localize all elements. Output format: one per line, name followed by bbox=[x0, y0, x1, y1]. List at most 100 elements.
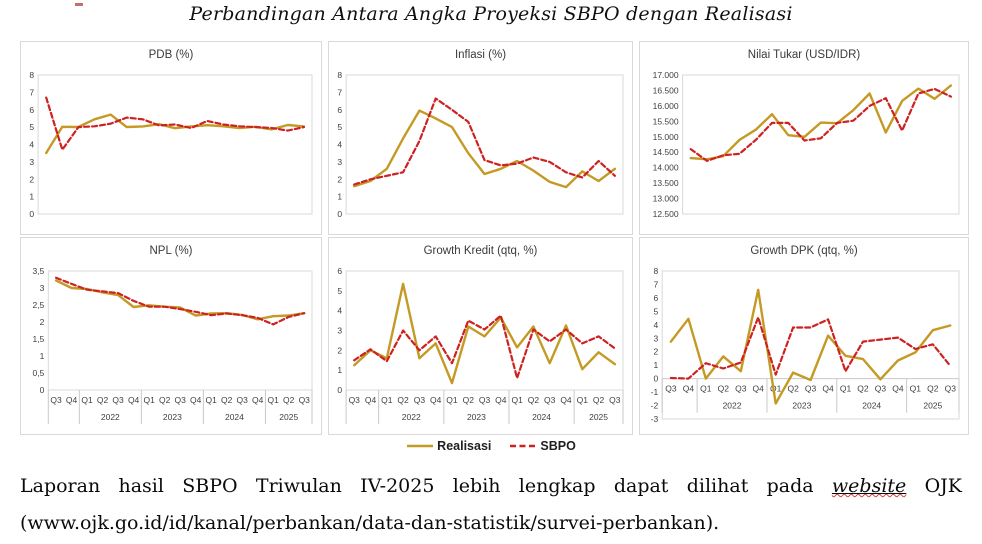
svg-text:Q1: Q1 bbox=[840, 384, 852, 394]
sbpo-line-swatch bbox=[510, 444, 537, 448]
inflasi-chart-title: Inflasi (%) bbox=[454, 49, 507, 61]
growth-dpk-chart-title: Growth DPK (qtq, %) bbox=[750, 245, 858, 257]
svg-text:3: 3 bbox=[29, 157, 34, 167]
svg-text:Q1: Q1 bbox=[700, 384, 712, 394]
svg-text:6: 6 bbox=[29, 105, 34, 115]
footer-line-2: (www.ojk.go.id/id/kanal/perbankan/data-d… bbox=[20, 512, 720, 534]
svg-text:0: 0 bbox=[29, 209, 34, 219]
svg-text:8: 8 bbox=[337, 70, 342, 80]
svg-text:Q2: Q2 bbox=[857, 384, 869, 394]
svg-text:0: 0 bbox=[653, 374, 658, 384]
svg-text:5: 5 bbox=[337, 286, 342, 296]
svg-text:4: 4 bbox=[29, 140, 34, 150]
svg-text:Q4: Q4 bbox=[753, 384, 765, 394]
svg-text:1: 1 bbox=[337, 192, 342, 202]
svg-text:6: 6 bbox=[337, 266, 342, 276]
svg-text:12.500: 12.500 bbox=[653, 209, 679, 219]
chart-panel-growth-kredit: 0 1 2 3 4 5 6 Q3 Q4 Q1 Q2 Q3 Q4 Q1 Q2 Q3 Q4 Q1 Q2 Q3 Q4 Q1 Q2 Q… bbox=[328, 237, 633, 435]
svg-text:16.000: 16.000 bbox=[653, 101, 679, 111]
svg-text:16.500: 16.500 bbox=[653, 85, 679, 95]
svg-text:Q1: Q1 bbox=[143, 395, 155, 405]
svg-text:17.000: 17.000 bbox=[653, 70, 679, 80]
inflasi-chart-plot: 0 1 2 3 4 5 6 7 8 bbox=[337, 70, 624, 219]
svg-text:8: 8 bbox=[653, 266, 658, 276]
svg-text:2: 2 bbox=[337, 174, 342, 184]
chart-legend: Realisasi SBPO bbox=[0, 439, 982, 453]
svg-text:Q4: Q4 bbox=[252, 395, 264, 405]
growth-kredit-chart-plot: 0 1 2 3 4 5 6 Q3 Q4 Q1 Q2 Q3 Q4 Q1 Q2 Q3 Q4 Q1 Q2 Q3 Q4 Q1 Q2 Q… bbox=[337, 266, 624, 424]
chart-panel-npl: 0 0,5 1 1,5 2 2,5 3 3,5 Q3 Q4 Q1 Q2 Q3 Q4 Q1 Q2 Q3 Q4 Q1 Q2… bbox=[20, 237, 322, 435]
cropped-page-artifact bbox=[75, 3, 83, 6]
page-title: Perbandingan Antara Angka Proyeksi SBPO … bbox=[189, 3, 793, 25]
svg-text:3: 3 bbox=[337, 157, 342, 167]
svg-text:14.000: 14.000 bbox=[653, 163, 679, 173]
svg-text:5: 5 bbox=[653, 306, 658, 316]
svg-text:Q4: Q4 bbox=[365, 395, 377, 405]
chart-panel-growth-dpk: -3 -2 -1 0 1 2 3 4 5 6 7 8 Q3 Q4 Q1 Q2 Q3 Q4 Q1 Q2 Q3 Q4 Q1 Q2 Q… bbox=[639, 237, 969, 435]
svg-text:Q1: Q1 bbox=[206, 395, 218, 405]
svg-text:15.500: 15.500 bbox=[653, 116, 679, 126]
svg-text:2022: 2022 bbox=[723, 401, 742, 411]
svg-text:1: 1 bbox=[337, 365, 342, 375]
nilai-tukar-chart-title: Nilai Tukar (USD/IDR) bbox=[747, 49, 861, 61]
svg-text:3: 3 bbox=[337, 326, 342, 336]
svg-text:0: 0 bbox=[337, 385, 342, 395]
legend-item-sbpo: SBPO bbox=[509, 439, 576, 453]
svg-text:2023: 2023 bbox=[792, 401, 811, 411]
svg-text:3: 3 bbox=[653, 333, 658, 343]
svg-text:-3: -3 bbox=[651, 414, 659, 424]
svg-text:4: 4 bbox=[653, 320, 658, 330]
svg-text:1: 1 bbox=[29, 192, 34, 202]
svg-text:0: 0 bbox=[337, 209, 342, 219]
svg-text:2023: 2023 bbox=[467, 412, 486, 422]
website-link[interactable]: website bbox=[831, 475, 907, 497]
svg-text:Q4: Q4 bbox=[822, 384, 834, 394]
svg-text:0,5: 0,5 bbox=[32, 368, 44, 378]
svg-text:3,5: 3,5 bbox=[32, 266, 44, 276]
footer-line-1: Laporan hasil SBPO Triwulan IV-2025 lebi… bbox=[20, 468, 962, 505]
svg-text:Q2: Q2 bbox=[927, 384, 939, 394]
svg-text:Q3: Q3 bbox=[665, 384, 677, 394]
svg-text:2022: 2022 bbox=[101, 412, 120, 422]
svg-text:Q3: Q3 bbox=[237, 395, 249, 405]
svg-text:5: 5 bbox=[337, 122, 342, 132]
svg-text:Q3: Q3 bbox=[174, 395, 186, 405]
svg-text:13.000: 13.000 bbox=[653, 194, 679, 204]
svg-text:Q1: Q1 bbox=[446, 395, 458, 405]
svg-text:-1: -1 bbox=[651, 387, 659, 397]
svg-text:2: 2 bbox=[337, 345, 342, 355]
svg-text:8: 8 bbox=[29, 70, 34, 80]
svg-text:Q1: Q1 bbox=[268, 395, 280, 405]
growth-dpk-chart-plot: -3 -2 -1 0 1 2 3 4 5 6 7 8 Q3 Q4 Q1 Q2 Q3 Q4 Q1 Q2 Q3 Q4 Q1 Q2 Q… bbox=[651, 266, 960, 424]
svg-text:Q2: Q2 bbox=[97, 395, 109, 405]
nilai-tukar-chart-plot: 12.500 13.000 13.500 14.000 14.500 15.000 15.5… bbox=[653, 70, 960, 219]
svg-text:Q3: Q3 bbox=[609, 395, 621, 405]
svg-text:Q4: Q4 bbox=[430, 395, 442, 405]
svg-text:Q2: Q2 bbox=[159, 395, 171, 405]
footer-text-before: Laporan hasil SBPO Triwulan IV-2025 lebi… bbox=[20, 475, 832, 497]
svg-text:Q4: Q4 bbox=[190, 395, 202, 405]
svg-text:Q2: Q2 bbox=[221, 395, 233, 405]
svg-text:Q4: Q4 bbox=[560, 395, 572, 405]
svg-text:Q2: Q2 bbox=[528, 395, 540, 405]
svg-text:Q3: Q3 bbox=[805, 384, 817, 394]
pdb-chart-title: PDB (%) bbox=[148, 49, 194, 61]
svg-text:Q4: Q4 bbox=[683, 384, 695, 394]
svg-text:1,5: 1,5 bbox=[32, 334, 44, 344]
svg-text:Q2: Q2 bbox=[787, 384, 799, 394]
svg-text:2024: 2024 bbox=[862, 401, 881, 411]
svg-text:Q4: Q4 bbox=[66, 395, 78, 405]
svg-text:Q1: Q1 bbox=[81, 395, 93, 405]
svg-text:Q4: Q4 bbox=[892, 384, 904, 394]
npl-chart-title: NPL (%) bbox=[149, 245, 193, 257]
svg-text:Q2: Q2 bbox=[718, 384, 730, 394]
svg-text:Q1: Q1 bbox=[910, 384, 922, 394]
svg-text:Q3: Q3 bbox=[50, 395, 62, 405]
svg-text:Q1: Q1 bbox=[577, 395, 589, 405]
svg-text:15.000: 15.000 bbox=[653, 132, 679, 142]
svg-text:Q3: Q3 bbox=[112, 395, 124, 405]
svg-text:2: 2 bbox=[40, 317, 45, 327]
svg-text:Q3: Q3 bbox=[544, 395, 556, 405]
svg-text:Q3: Q3 bbox=[299, 395, 311, 405]
